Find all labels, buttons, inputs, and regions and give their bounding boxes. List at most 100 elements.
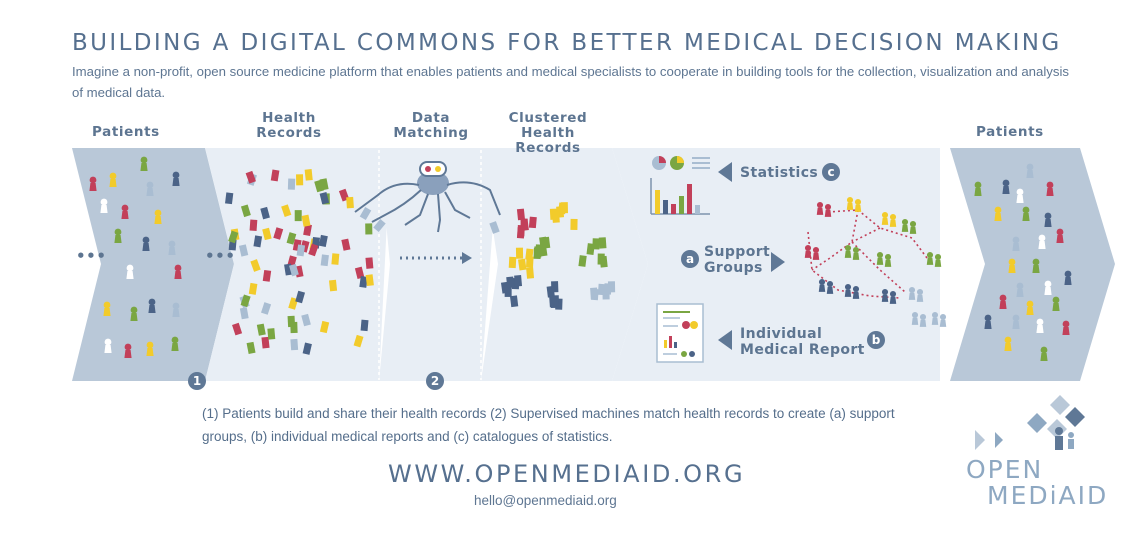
website-url[interactable]: WWW.OPENMEDIAID.ORG xyxy=(388,460,746,488)
document-icon xyxy=(240,294,251,308)
person-icon xyxy=(844,244,852,258)
document-icon xyxy=(261,302,272,315)
document-icon xyxy=(552,211,560,223)
person-icon xyxy=(124,343,132,358)
person-icon xyxy=(818,278,826,292)
person-icon xyxy=(148,298,156,313)
document-icon xyxy=(525,248,534,261)
person-icon xyxy=(931,311,939,325)
document-icon xyxy=(598,237,607,249)
document-icon xyxy=(365,274,374,287)
document-icon xyxy=(239,307,249,320)
person-icon xyxy=(154,209,162,224)
person-icon xyxy=(146,341,154,356)
document-icon xyxy=(514,275,523,287)
document-icon xyxy=(289,263,299,277)
person-icon xyxy=(816,201,824,215)
person-icon xyxy=(1026,163,1034,178)
person-icon xyxy=(824,203,832,217)
person-icon xyxy=(100,198,108,213)
stage-label-data-matching: Data Matching xyxy=(393,110,469,141)
document-icon xyxy=(294,210,302,222)
document-icon xyxy=(256,323,266,336)
document-icon xyxy=(597,253,605,265)
person-icon xyxy=(1044,280,1052,295)
document-icon xyxy=(281,204,292,218)
document-icon xyxy=(504,285,512,297)
document-icon xyxy=(509,295,519,308)
step-badge-1: 1 xyxy=(188,372,206,390)
person-icon xyxy=(804,244,812,258)
logo-line-1: OPEN xyxy=(966,455,1044,484)
document-icon xyxy=(341,238,351,251)
document-icon xyxy=(301,214,311,227)
statistics-arrow-icon xyxy=(718,162,732,182)
person-icon xyxy=(1012,314,1020,329)
document-icon xyxy=(515,247,524,259)
person-icon xyxy=(140,156,148,171)
person-icon xyxy=(121,204,129,219)
document-icon xyxy=(360,319,369,332)
document-icon xyxy=(260,206,270,220)
document-icon xyxy=(603,283,612,295)
person-icon xyxy=(916,288,924,302)
person-icon xyxy=(934,253,942,267)
person-icon xyxy=(854,198,862,212)
document-icon xyxy=(535,244,543,256)
document-icon xyxy=(549,295,557,308)
person-icon xyxy=(126,264,134,279)
person-icon xyxy=(168,240,176,255)
person-icon xyxy=(1004,336,1012,351)
support-groups-label: Support Groups xyxy=(704,244,771,276)
support-badge: a xyxy=(681,250,699,268)
person-icon xyxy=(889,213,897,227)
person-icon xyxy=(1056,228,1064,243)
person-icon xyxy=(1038,234,1046,249)
report-badge: b xyxy=(867,331,885,349)
person-icon xyxy=(171,336,179,351)
bar-chart-icon xyxy=(650,178,710,215)
person-icon xyxy=(1040,346,1048,361)
statistics-badge: c xyxy=(822,163,840,181)
document-icon xyxy=(302,342,312,355)
person-icon xyxy=(109,172,117,187)
document-icon xyxy=(516,208,526,221)
document-icon xyxy=(225,192,234,205)
person-icon xyxy=(939,313,947,327)
document-icon xyxy=(273,227,284,240)
person-icon xyxy=(1012,236,1020,251)
report-arrow-icon xyxy=(718,330,732,350)
person-icon xyxy=(1044,212,1052,227)
step-badge-2: 2 xyxy=(426,372,444,390)
patients-left-panel xyxy=(72,148,234,381)
stage-label-clustered: Clustered Health Records xyxy=(508,110,588,156)
document-icon xyxy=(287,178,296,190)
caption-text: (1) Patients build and share their healt… xyxy=(202,406,895,444)
document-icon xyxy=(597,283,606,296)
document-icon xyxy=(353,334,364,348)
person-icon xyxy=(174,264,182,279)
person-icon xyxy=(1026,300,1034,315)
document-icon xyxy=(295,290,306,304)
person-icon xyxy=(844,283,852,297)
document-icon xyxy=(248,282,258,295)
person-icon xyxy=(103,301,111,316)
contact-email[interactable]: hello@openmediaid.org xyxy=(474,493,617,508)
person-icon xyxy=(852,246,860,260)
person-icon xyxy=(1064,270,1072,285)
person-icon xyxy=(104,338,112,353)
document-icon xyxy=(528,216,537,229)
ellipsis-right: ••• xyxy=(205,247,236,265)
document-icon xyxy=(541,236,551,249)
stage-label-patients-left: Patients xyxy=(92,124,160,140)
person-icon xyxy=(901,218,909,232)
person-icon xyxy=(1036,318,1044,333)
page-title: BUILDING A DIGITAL COMMONS FOR BETTER ME… xyxy=(72,30,1062,56)
person-icon xyxy=(846,196,854,210)
person-icon xyxy=(919,313,927,327)
document-icon xyxy=(331,253,340,265)
document-icon xyxy=(508,256,517,269)
document-icon xyxy=(286,232,297,245)
document-icon xyxy=(365,257,374,269)
document-icon xyxy=(267,328,276,340)
